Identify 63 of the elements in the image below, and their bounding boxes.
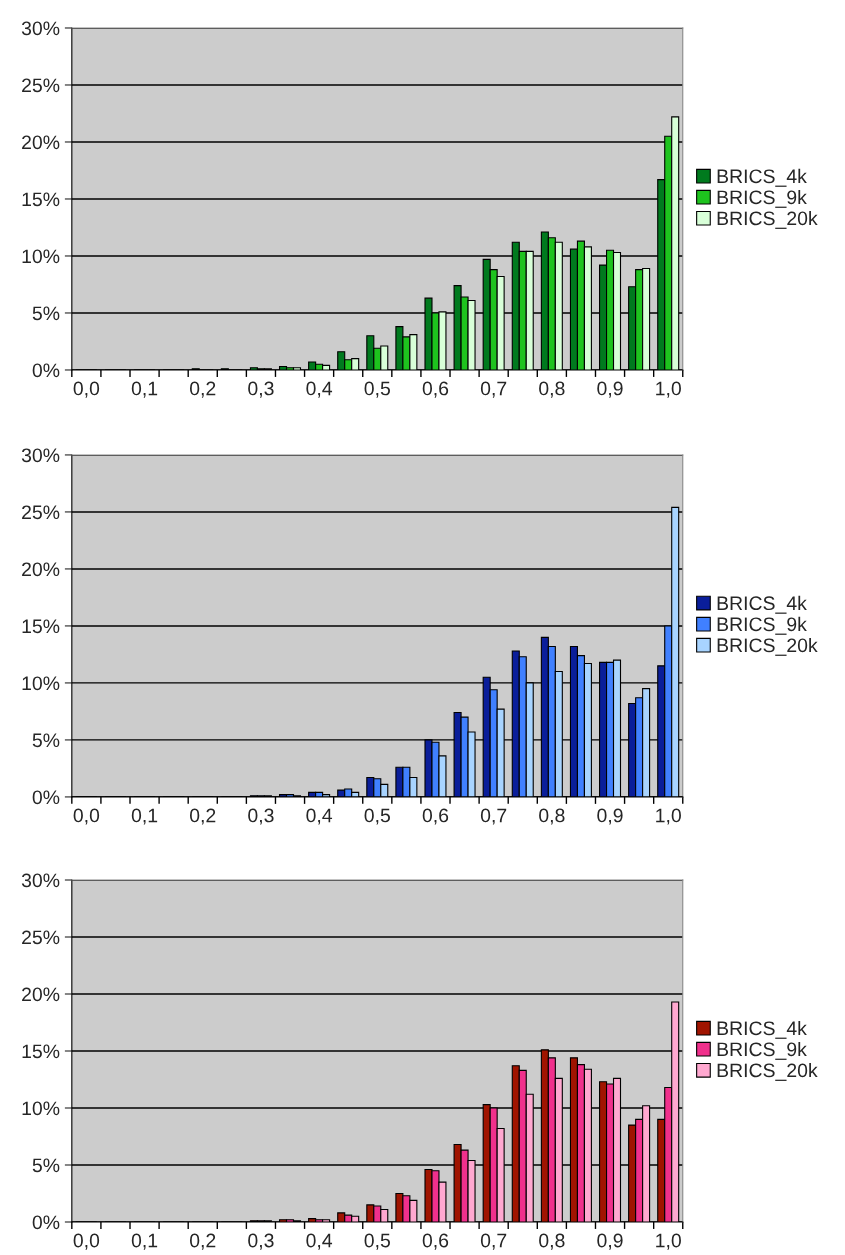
x-tick-label: 0,5: [364, 1233, 390, 1250]
x-tick-label: 0,7: [480, 381, 507, 398]
y-tick-label: 10%: [22, 1101, 60, 1116]
legend-label: BRICS_9k: [717, 189, 807, 208]
x-tick-label: 0,0: [73, 808, 100, 825]
legend-label: BRICS_9k: [717, 616, 807, 635]
legend-label: BRICS_4k: [717, 595, 807, 614]
y-tick-label: 25%: [22, 930, 60, 945]
y-tick-label: 5%: [32, 1158, 60, 1173]
x-tick-label: 0,2: [189, 808, 216, 825]
y-tick-label: 15%: [22, 619, 60, 634]
y-tick-label: 0%: [32, 790, 60, 805]
legend-label: BRICS_20k: [717, 637, 818, 656]
y-tick-label: 15%: [22, 192, 60, 207]
x-tick-label: 0,7: [480, 1233, 507, 1250]
y-tick-label: 20%: [22, 135, 60, 150]
y-tick-label: 30%: [21, 873, 60, 888]
legend-label: BRICS_9k: [717, 1041, 807, 1060]
x-tick-label: 0,2: [189, 381, 216, 398]
legend-label: BRICS_4k: [717, 1020, 807, 1039]
x-tick-label: 0,3: [248, 381, 274, 398]
x-tick-label: 1,0: [656, 1233, 681, 1250]
x-tick-label: 0,4: [306, 381, 333, 398]
x-tick-label: 0,1: [131, 808, 158, 825]
y-tick-label: 20%: [22, 562, 60, 577]
x-tick-label: 0,6: [422, 1233, 449, 1250]
legend-label: BRICS_20k: [717, 1062, 818, 1081]
y-tick-label: 10%: [22, 249, 60, 264]
y-tick-label: 30%: [21, 21, 60, 36]
y-tick-label: 0%: [32, 363, 60, 378]
x-tick-label: 0,1: [131, 381, 158, 398]
legend-label: BRICS_20k: [717, 210, 818, 229]
y-tick-label: 10%: [22, 676, 60, 691]
x-tick-label: 0,3: [248, 1233, 274, 1250]
x-tick-label: 0,5: [364, 381, 390, 398]
x-tick-label: 0,8: [539, 808, 565, 825]
legend-label: BRICS_4k: [717, 168, 807, 187]
y-tick-label: 20%: [22, 987, 60, 1002]
x-tick-label: 1,0: [656, 808, 681, 825]
x-tick-label: 0,1: [131, 1233, 158, 1250]
y-tick-label: 25%: [22, 505, 60, 520]
y-tick-label: 25%: [22, 78, 60, 93]
x-tick-label: 0,4: [306, 1233, 333, 1250]
x-tick-label: 0,8: [539, 381, 565, 398]
x-tick-label: 1,0: [656, 381, 681, 398]
x-tick-label: 0,6: [422, 381, 449, 398]
x-tick-label: 0,0: [73, 1233, 100, 1250]
y-tick-label: 5%: [32, 306, 60, 321]
x-tick-label: 0,4: [306, 808, 333, 825]
x-tick-label: 0,8: [539, 1233, 565, 1250]
x-tick-label: 0,0: [73, 381, 100, 398]
x-tick-label: 0,5: [364, 808, 390, 825]
y-tick-label: 0%: [32, 1215, 60, 1230]
y-tick-label: 30%: [21, 448, 60, 463]
x-tick-label: 0,2: [189, 1233, 216, 1250]
y-tick-label: 15%: [22, 1044, 60, 1059]
x-tick-label: 0,9: [597, 808, 623, 825]
x-tick-label: 0,6: [422, 808, 449, 825]
x-tick-label: 0,9: [597, 1233, 623, 1250]
x-tick-label: 0,9: [597, 381, 623, 398]
x-tick-label: 0,3: [248, 808, 274, 825]
y-tick-label: 5%: [32, 733, 60, 748]
x-tick-label: 0,7: [480, 808, 507, 825]
